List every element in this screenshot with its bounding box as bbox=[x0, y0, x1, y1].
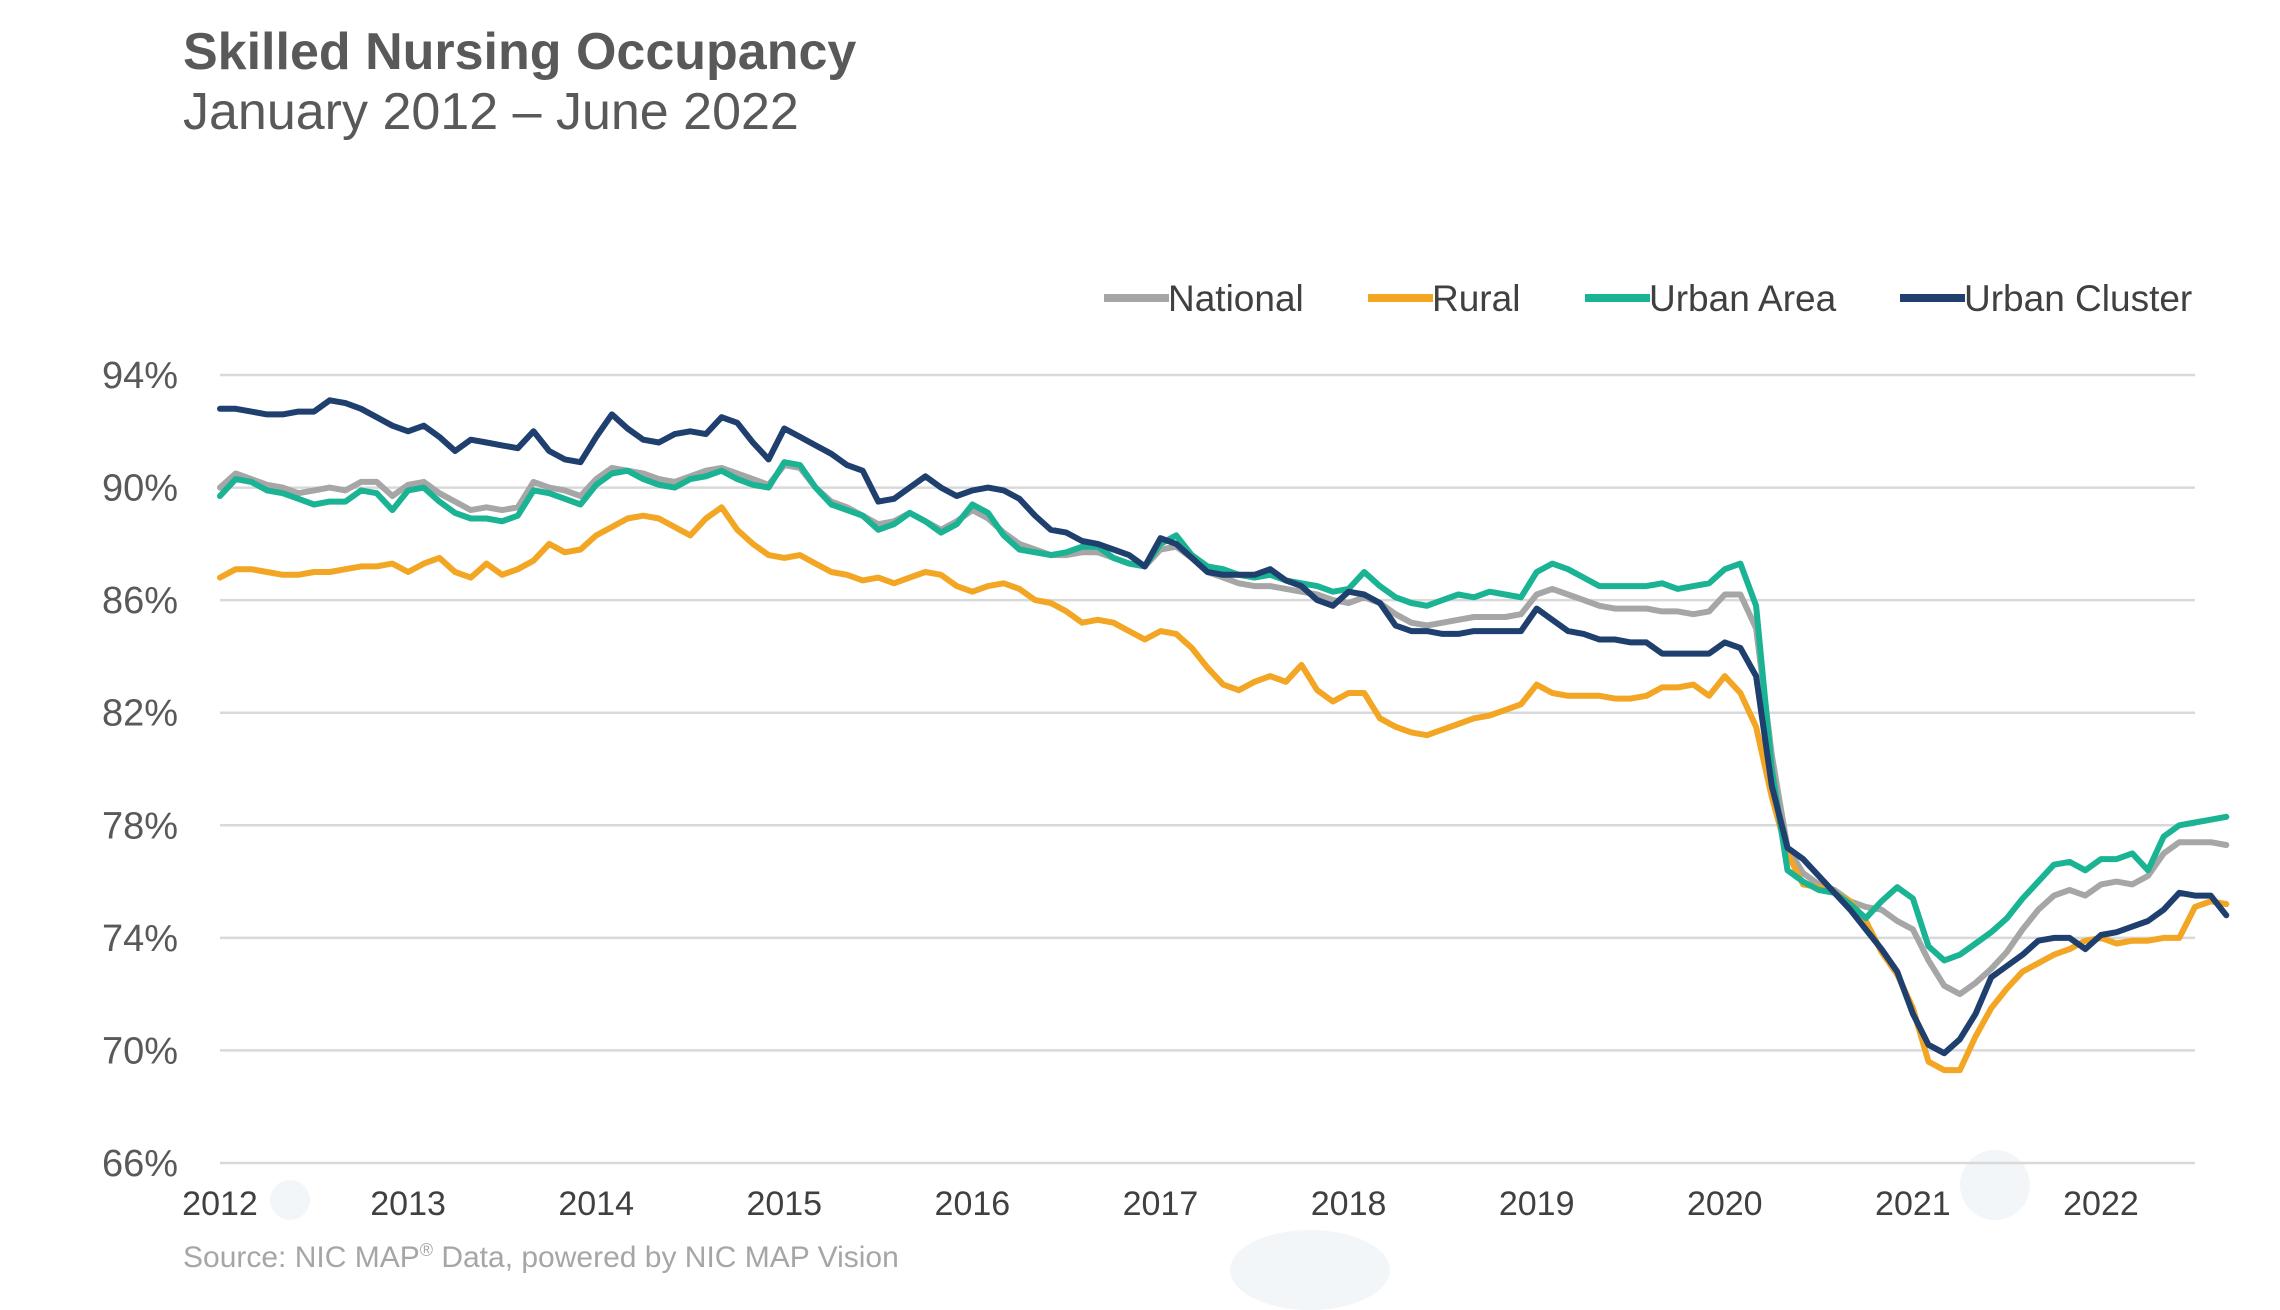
y-tick-label: 78% bbox=[102, 805, 178, 847]
x-tick-label: 2014 bbox=[558, 1185, 634, 1223]
y-tick-label: 86% bbox=[102, 580, 178, 622]
chart-title: Skilled Nursing Occupancy bbox=[183, 23, 857, 81]
x-tick-label: 2013 bbox=[370, 1185, 446, 1223]
legend-label: Urban Cluster bbox=[1964, 278, 2192, 319]
legend-label: Rural bbox=[1432, 278, 1520, 319]
legend-label: National bbox=[1168, 278, 1304, 319]
chart-subtitle: January 2012 – June 2022 bbox=[183, 83, 799, 141]
series-line-rural bbox=[217, 504, 2230, 1074]
background-decoration bbox=[1960, 1150, 2030, 1220]
background-decoration bbox=[270, 1180, 310, 1220]
x-tick-label: 2019 bbox=[1499, 1185, 1575, 1223]
x-tick-label: 2020 bbox=[1687, 1185, 1763, 1223]
y-tick-label: 94% bbox=[102, 355, 178, 397]
series-line-urban-cluster bbox=[217, 397, 2230, 1057]
y-tick-label: 66% bbox=[102, 1143, 178, 1185]
source-text: Source: NIC MAP bbox=[183, 1241, 420, 1274]
x-tick-label: 2017 bbox=[1123, 1185, 1199, 1223]
series-line-national bbox=[217, 462, 2230, 998]
source-text-rest: Data, powered by NIC MAP Vision bbox=[433, 1241, 899, 1274]
legend-label: Urban Area bbox=[1649, 278, 1837, 319]
x-tick-label: 2018 bbox=[1311, 1185, 1387, 1223]
source-note: Source: NIC MAP® Data, powered by NIC MA… bbox=[183, 1240, 899, 1275]
y-tick-label: 90% bbox=[102, 468, 178, 510]
y-tick-label: 70% bbox=[102, 1030, 178, 1072]
x-tick-label: 2022 bbox=[2063, 1185, 2139, 1223]
x-tick-label: 2012 bbox=[182, 1185, 258, 1223]
x-tick-label: 2021 bbox=[1875, 1185, 1951, 1223]
y-tick-label: 74% bbox=[102, 918, 178, 960]
x-tick-label: 2015 bbox=[746, 1185, 822, 1223]
registered-mark: ® bbox=[419, 1240, 433, 1260]
y-tick-label: 82% bbox=[102, 693, 178, 735]
series-line-urban-area bbox=[217, 459, 2230, 964]
x-tick-label: 2016 bbox=[935, 1185, 1011, 1223]
